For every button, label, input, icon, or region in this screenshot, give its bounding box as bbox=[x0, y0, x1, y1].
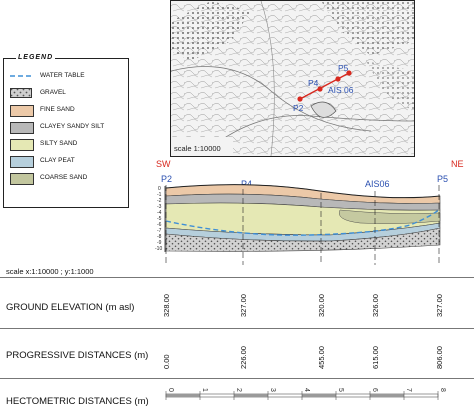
elevation-value: 327.00 bbox=[239, 294, 248, 317]
station-p2: P2 bbox=[161, 174, 172, 184]
scale-segment bbox=[302, 394, 336, 397]
scale-segment bbox=[166, 394, 200, 397]
row-separator bbox=[0, 378, 474, 379]
fine-sand-swatch bbox=[10, 105, 34, 117]
silty-sand-swatch bbox=[10, 139, 34, 151]
map-point-p5 bbox=[346, 70, 352, 76]
section-scale: scale x:1:10000 ; y:1:1000 bbox=[6, 267, 94, 276]
progressive-value: 226.00 bbox=[239, 346, 248, 369]
hecto-tick: 3 bbox=[269, 388, 276, 392]
legend-label: WATER TABLE bbox=[40, 72, 85, 79]
legend-label: CLAY PEAT bbox=[40, 157, 75, 164]
hecto-tick: 7 bbox=[405, 388, 412, 392]
legend-item-clayey-sandy-silt: CLAYEY SANDY SILT bbox=[10, 122, 128, 134]
map-label-p2: P2 bbox=[293, 103, 304, 113]
map-point-ais06 bbox=[335, 76, 341, 82]
row-separator bbox=[0, 277, 474, 278]
elevation-value: 320.00 bbox=[317, 294, 326, 317]
map-point-p4 bbox=[317, 86, 323, 92]
location-map: P2 P4 P5 AIS 06 scale 1:10000 bbox=[170, 0, 415, 157]
progressive-value: 806.00 bbox=[435, 346, 444, 369]
depth-tick: -8 bbox=[157, 234, 162, 240]
row-separator bbox=[0, 328, 474, 329]
elevation-value: 326.00 bbox=[371, 294, 380, 317]
water-table-swatch bbox=[10, 75, 34, 77]
dir-sw: SW bbox=[156, 159, 171, 169]
depth-tick: -5 bbox=[157, 216, 162, 222]
cross-section: SW NE P2 P4 AIS06 P5 0 -1 -2 -3 -4 -5 -6… bbox=[0, 155, 474, 267]
hecto-tick: 8 bbox=[439, 388, 446, 392]
scale-segment bbox=[234, 394, 268, 397]
legend-label: GRAVEL bbox=[40, 89, 66, 96]
station-p5: P5 bbox=[437, 174, 448, 184]
clay-peat-swatch bbox=[10, 156, 34, 168]
hectometric-scale-bar: 0 1 2 3 4 5 6 7 8 bbox=[165, 388, 446, 400]
progressive-value: 455.00 bbox=[317, 346, 326, 369]
layer-coarse-sand bbox=[338, 209, 441, 224]
depth-tick: -4 bbox=[157, 210, 162, 216]
legend-label: FINE SAND bbox=[40, 106, 75, 113]
legend-item-silty-sand: SILTY SAND bbox=[10, 139, 128, 151]
legend-title: LEGEND bbox=[16, 54, 56, 61]
legend-item-gravel: GRAVEL bbox=[10, 88, 128, 100]
map-point-p2 bbox=[297, 96, 303, 102]
map-label-p5: P5 bbox=[338, 63, 349, 73]
depth-tick: -2 bbox=[157, 198, 162, 204]
section-drawing: SW NE P2 P4 AIS06 P5 0 -1 -2 -3 -4 -5 -6… bbox=[155, 159, 464, 267]
legend-item-clay-peat: CLAY PEAT bbox=[10, 156, 128, 168]
hecto-tick: 5 bbox=[337, 388, 344, 392]
depth-ticks: 0 -1 -2 -3 -4 -5 -6 -7 -8 -9 -10 bbox=[155, 186, 162, 252]
elevation-value: 327.00 bbox=[435, 294, 444, 317]
legend-label: SILTY SAND bbox=[40, 140, 78, 147]
coarse-sand-swatch bbox=[10, 173, 34, 185]
depth-tick: -10 bbox=[155, 246, 162, 252]
depth-tick: 0 bbox=[158, 186, 161, 192]
hecto-tick: 0 bbox=[167, 388, 174, 392]
progressive-value: 615.00 bbox=[371, 346, 380, 369]
clayey-sandy-silt-swatch bbox=[10, 122, 34, 134]
legend: LEGEND WATER TABLE GRAVEL FINE SAND CLAY… bbox=[3, 54, 129, 208]
map-label-p4: P4 bbox=[308, 78, 319, 88]
station-ais06: AIS06 bbox=[365, 179, 390, 189]
hecto-tick: 2 bbox=[235, 388, 242, 392]
layer-gravel bbox=[165, 227, 441, 252]
depth-tick: -6 bbox=[157, 222, 162, 228]
section-trace bbox=[299, 72, 350, 100]
map-drawing: P2 P4 P5 AIS 06 scale 1:10000 bbox=[171, 1, 414, 156]
depth-tick: -1 bbox=[157, 192, 162, 198]
scale-segment bbox=[370, 394, 404, 397]
progressive-value: 0.00 bbox=[162, 354, 171, 369]
legend-item-coarse-sand: COARSE SAND bbox=[10, 173, 128, 185]
ground-surface bbox=[165, 184, 441, 199]
map-scale: scale 1:10000 bbox=[174, 144, 221, 153]
dir-ne: NE bbox=[451, 159, 464, 169]
hecto-tick: 1 bbox=[201, 388, 208, 392]
hecto-tick: 4 bbox=[303, 388, 310, 392]
hectometric-distances-label: HECTOMETRIC DISTANCES (m) bbox=[6, 396, 149, 407]
depth-tick: -9 bbox=[157, 240, 162, 246]
water-table-line bbox=[165, 208, 441, 236]
hecto-tick: 6 bbox=[371, 388, 378, 392]
station-p4: P4 bbox=[241, 179, 252, 189]
depth-tick: -3 bbox=[157, 204, 162, 210]
progressive-distances-label: PROGRESSIVE DISTANCES (m) bbox=[6, 350, 149, 361]
legend-label: COARSE SAND bbox=[40, 174, 88, 181]
legend-label: CLAYEY SANDY SILT bbox=[40, 123, 105, 130]
gravel-swatch bbox=[10, 88, 32, 98]
legend-item-water-table: WATER TABLE bbox=[10, 71, 128, 83]
legend-item-fine-sand: FINE SAND bbox=[10, 105, 128, 117]
ground-elevation-label: GROUND ELEVATION (m asl) bbox=[6, 302, 135, 313]
elevation-value: 328.00 bbox=[162, 294, 171, 317]
map-label-ais: AIS 06 bbox=[328, 85, 354, 95]
depth-tick: -7 bbox=[157, 228, 162, 234]
